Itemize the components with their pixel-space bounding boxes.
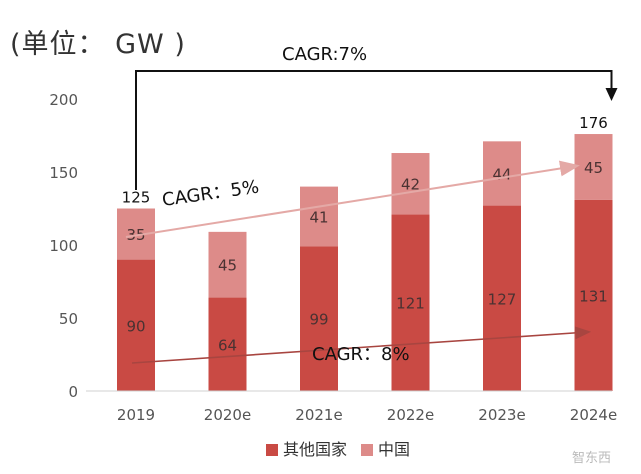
- legend-swatch-china: [361, 444, 373, 456]
- data-label: 131: [579, 287, 608, 305]
- annotations: 125 176 CAGR:7% CAGR：5% CAGR：8%: [122, 44, 618, 365]
- cagr-china-label: CAGR：5%: [161, 177, 261, 211]
- bar-segment-china: [483, 141, 521, 206]
- data-label: 45: [584, 159, 603, 177]
- bar-segment-other: [117, 259, 155, 391]
- bar-segment-china: [574, 134, 613, 200]
- data-label: 64: [218, 336, 237, 354]
- y-tick-label: 200: [49, 91, 78, 109]
- bar-segment-other: [483, 205, 521, 391]
- data-label: 45: [218, 257, 237, 275]
- bar-segment-china: [300, 186, 338, 247]
- data-label: 41: [309, 209, 328, 227]
- y-tick-label: 0: [68, 383, 78, 401]
- legend-label: 中国: [378, 440, 410, 459]
- x-tick-label: 2024e: [570, 406, 617, 424]
- cagr-other-arrow: [131, 326, 592, 364]
- legend-swatch-other: [266, 444, 278, 456]
- x-tick-label: 2019: [117, 406, 155, 424]
- cagr-bracket: [135, 70, 613, 190]
- unit-label: (单位： GW ): [10, 29, 186, 60]
- data-label: 121: [396, 295, 425, 313]
- bar-segment-other: [391, 214, 430, 391]
- y-tick-label: 150: [49, 164, 78, 182]
- x-tick-label: 2021e: [295, 406, 342, 424]
- data-label: 127: [488, 290, 517, 308]
- total-label: 176: [579, 114, 608, 132]
- data-label: 90: [126, 317, 145, 335]
- data-label: 42: [401, 176, 420, 194]
- bar-segment-china: [208, 231, 247, 298]
- watermark: 智东西: [572, 451, 611, 466]
- cagr-bracket-arrowhead: [605, 88, 618, 101]
- bar-segment-other: [574, 199, 613, 391]
- data-label: 99: [309, 311, 328, 329]
- cagr-other-label: CAGR：8%: [312, 344, 410, 365]
- total-label: 125: [122, 189, 151, 207]
- y-axis: 0 50 100 150 200: [49, 91, 78, 401]
- bar-segment-other: [300, 246, 338, 391]
- bar-segment-other: [208, 297, 247, 391]
- cagr-china-arrow: [125, 160, 580, 238]
- x-axis: 2019 2020e 2021e 2022e 2023e 2024e: [86, 390, 617, 424]
- y-tick-label: 100: [49, 237, 78, 255]
- cagr-total-label: CAGR:7%: [282, 44, 367, 65]
- bar-segment-china: [391, 153, 430, 215]
- y-tick-label: 50: [59, 310, 78, 328]
- legend: 其他国家 中国: [266, 440, 410, 459]
- x-tick-label: 2022e: [387, 406, 434, 424]
- legend-label: 其他国家: [283, 440, 347, 459]
- x-tick-label: 2023e: [478, 406, 525, 424]
- x-tick-label: 2020e: [204, 406, 251, 424]
- data-label: 44: [492, 165, 511, 183]
